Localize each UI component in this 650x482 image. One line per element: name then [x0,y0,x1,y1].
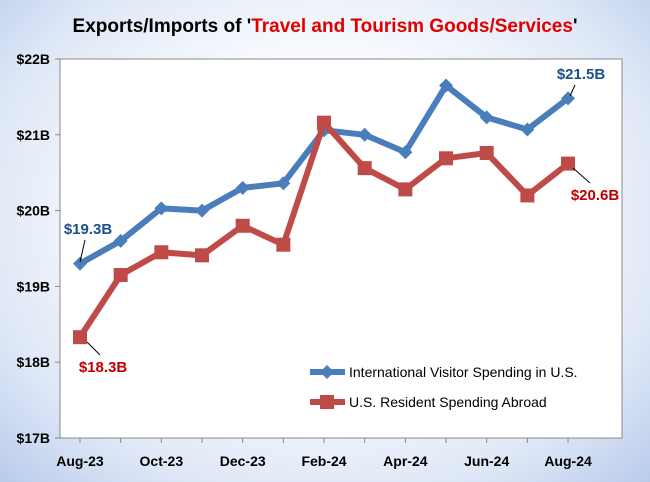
legend-label: U.S. Resident Spending Abroad [349,394,547,410]
data-point [73,256,87,271]
data-point [195,248,210,263]
data-point [73,330,87,345]
leader-line [572,167,591,184]
data-point [113,268,128,283]
data-point [320,365,334,379]
data-point [235,218,250,233]
x-tick-label: Feb-24 [301,453,346,469]
y-axis: $17B $18B $19B $20B $21B $22B [17,51,60,446]
chart-title: Exports/Imports of 'Travel and Tourism G… [73,16,578,37]
legend: International Visitor Spending in U.S. U.… [310,364,578,410]
data-point [561,91,576,106]
data-point [398,182,413,197]
data-point [154,201,169,216]
data-point [439,151,454,166]
leader-line [86,341,101,356]
start-label: $18.3B [79,359,128,376]
plot-area [59,58,623,439]
title-prefix: Exports/Imports of ' [73,16,252,37]
data-point [479,110,494,125]
series-1 [73,115,576,345]
end-label: $20.6B [571,187,620,204]
y-tick-label: $22B [17,51,50,67]
data-point [520,188,535,203]
y-tick-label: $17B [17,430,50,446]
legend-label: International Visitor Spending in U.S. [349,364,578,380]
data-labels: $19.3B $21.5B $18.3B $20.6B [64,66,620,376]
x-tick-label: Apr-24 [383,453,428,469]
data-point [398,145,413,160]
x-tick-label: Aug-23 [56,453,104,469]
x-tick-label: Aug-24 [544,453,592,469]
data-point [276,176,291,191]
data-point [195,203,210,218]
data-point [439,78,454,93]
data-point [235,180,250,195]
x-tick-label: Oct-23 [140,453,184,469]
data-point [357,127,372,142]
x-tick-label: Jun-24 [464,453,509,469]
data-point [113,233,128,248]
y-tick-label: $18B [17,354,50,370]
end-label: $21.5B [557,66,606,83]
data-point [520,122,535,137]
title-suffix: ' [573,16,578,37]
leader-line [79,239,86,263]
leader-line [569,84,576,97]
data-point [276,237,291,252]
x-tick-label: Dec-23 [220,453,266,469]
data-point [154,245,169,260]
series-group [73,78,576,345]
y-tick-label: $20B [17,203,50,219]
data-point [561,156,576,171]
y-tick-label: $19B [17,278,50,294]
start-label: $19.3B [64,221,113,238]
x-axis: Aug-23 Oct-23 Dec-23 Feb-24 Apr-24 Jun-24 Aug-… [56,438,592,469]
data-point [317,115,332,130]
title-highlight: Travel and Tourism Goods/Services [251,16,573,37]
data-point [479,145,494,160]
data-point [357,161,372,176]
data-point [320,395,334,409]
y-tick-label: $21B [17,127,50,143]
